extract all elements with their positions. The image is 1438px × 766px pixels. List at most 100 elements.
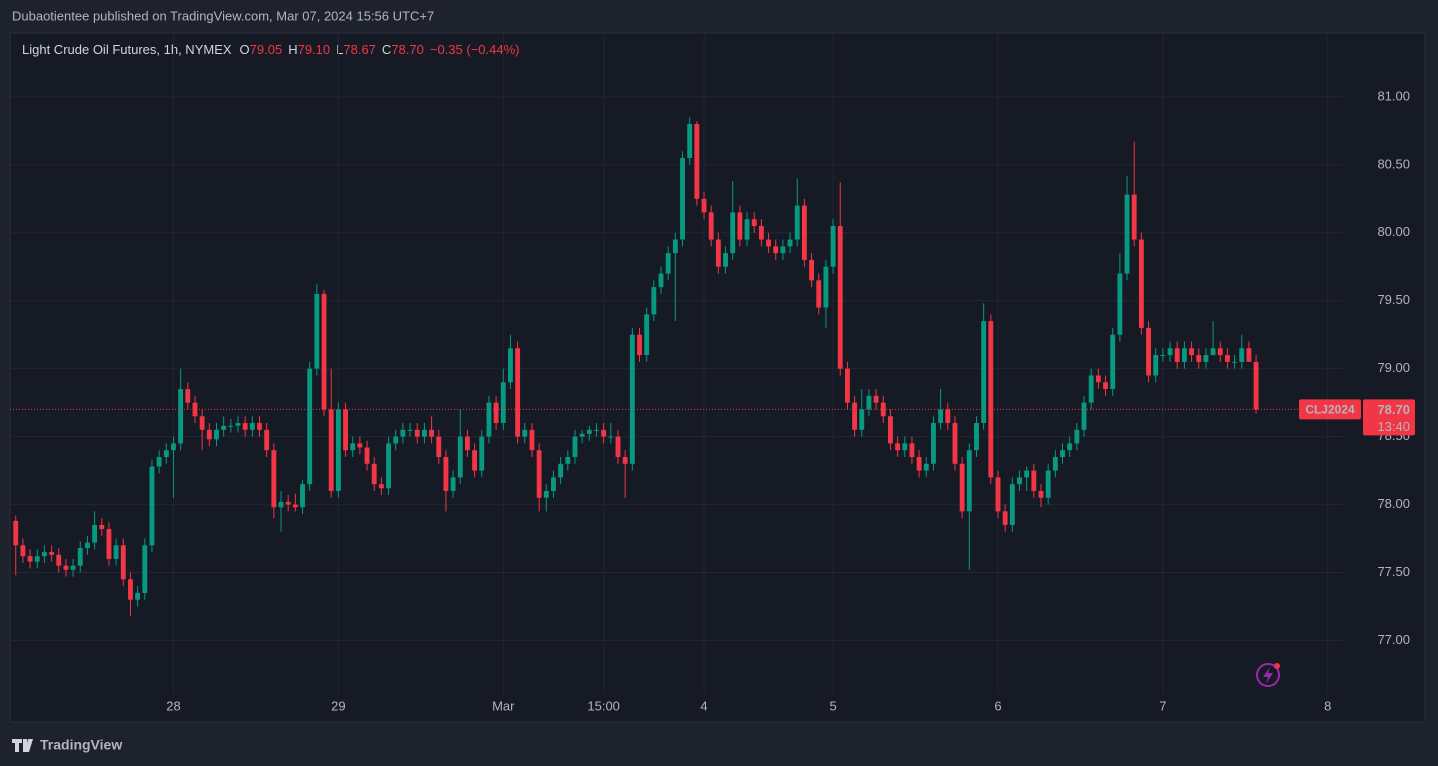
candle-body: [737, 212, 743, 240]
candle-body: [1103, 382, 1108, 390]
candle-body: [1074, 429, 1080, 444]
candle-body: [651, 287, 657, 315]
candle-body: [1174, 348, 1180, 362]
candle-body: [543, 490, 549, 498]
candle-body: [264, 429, 270, 451]
candle-body: [49, 552, 55, 555]
candle-body: [228, 425, 234, 427]
x-tick-label: 5: [829, 698, 836, 713]
candle-body: [694, 124, 700, 199]
candle-body: [586, 429, 592, 434]
y-tick-label: 80.50: [1377, 156, 1410, 171]
candle-body: [572, 436, 578, 457]
candle-body: [1052, 457, 1058, 471]
candle-body: [859, 409, 865, 430]
candle-body: [687, 124, 693, 159]
candle-body: [873, 395, 879, 403]
candle-body: [70, 565, 76, 570]
candle-body: [866, 395, 872, 410]
candle-body: [421, 429, 427, 437]
candle-body: [565, 457, 571, 464]
candle-body: [77, 548, 83, 566]
x-tick-label: 7: [1159, 698, 1166, 713]
candle-body: [1217, 348, 1223, 356]
candle-body: [128, 579, 133, 600]
grid: 77.0077.5078.0078.5079.0079.5080.0080.50…: [10, 33, 1410, 713]
candle-body: [1060, 450, 1065, 457]
candle-body: [529, 429, 535, 451]
ohlc-value: 78.67: [343, 42, 376, 57]
ohlc-value: 79.10: [298, 42, 331, 57]
candle-body: [156, 457, 162, 467]
chart-pane: [9, 32, 1426, 723]
candle-body: [1117, 273, 1123, 335]
candle-body: [916, 457, 922, 471]
bolt-dot: [1274, 663, 1280, 669]
candle-body: [120, 545, 126, 580]
candle-body: [185, 389, 191, 403]
candle-body: [285, 501, 291, 505]
candle-body: [1095, 375, 1101, 383]
candle-body: [1124, 194, 1130, 274]
y-tick-label: 80.00: [1377, 224, 1410, 239]
candle-body: [1153, 355, 1159, 376]
candle-body: [1181, 348, 1187, 362]
candle-body: [378, 484, 384, 489]
ohlc-label: H: [288, 42, 297, 57]
candle-body: [1110, 334, 1116, 390]
candle-body: [257, 423, 262, 430]
candle-body: [751, 219, 757, 226]
price-badge-text: 78.70: [1377, 402, 1410, 417]
candle-body: [429, 429, 435, 437]
change: −0.35 (−0.44%): [430, 42, 520, 57]
candle-body: [988, 321, 994, 478]
candle-body: [314, 293, 320, 369]
candle-body: [464, 436, 470, 451]
candle-body: [923, 463, 929, 471]
candle-body: [909, 443, 915, 457]
candle-body: [1253, 361, 1259, 410]
price-badge: [1363, 399, 1415, 436]
candle-body: [1038, 490, 1044, 498]
candle-body: [615, 436, 621, 457]
symbol-badge-text: CLJ2024: [1305, 403, 1355, 417]
x-tick-label: 29: [331, 698, 345, 713]
x-tick-label: Mar: [492, 698, 515, 713]
candle-body: [63, 565, 69, 570]
candle-body: [1167, 348, 1173, 356]
legend-text: Light Crude Oil Futures, 1h, NYMEX O79.05…: [22, 42, 519, 57]
candle-body: [335, 409, 341, 491]
candle-body: [443, 457, 449, 491]
brand-logo[interactable]: [12, 739, 33, 752]
candle-body: [457, 436, 463, 478]
candle-body: [837, 225, 843, 369]
candle-body: [221, 425, 227, 430]
overlay: CLJ2024 78.70 13:40: [10, 399, 1415, 436]
candle-body: [594, 429, 599, 431]
candle-body: [644, 314, 650, 356]
candle-body: [830, 225, 836, 267]
candle-body: [1131, 194, 1137, 240]
ohlc-label: L: [336, 42, 343, 57]
candle-body: [995, 477, 1001, 512]
candle-body: [350, 443, 356, 451]
bolt-icon[interactable]: [1256, 663, 1280, 687]
candle-body: [135, 592, 141, 600]
candle-body: [1017, 477, 1022, 485]
candle-body: [249, 423, 255, 430]
candle-body: [888, 416, 893, 444]
ohlc-value: 78.70: [391, 42, 424, 57]
candle-body: [758, 225, 764, 240]
x-tick-label: 4: [700, 698, 707, 713]
candle-body: [1045, 470, 1051, 498]
candle-body: [400, 429, 406, 437]
candle-body: [357, 443, 363, 448]
candle-body: [522, 429, 528, 437]
candle-body: [787, 239, 793, 247]
candle-body: [407, 429, 413, 431]
candle-body: [551, 477, 556, 491]
candle-body: [945, 409, 951, 424]
candle-body: [300, 484, 305, 508]
candle-body: [1196, 355, 1202, 362]
candle-body: [981, 321, 987, 424]
